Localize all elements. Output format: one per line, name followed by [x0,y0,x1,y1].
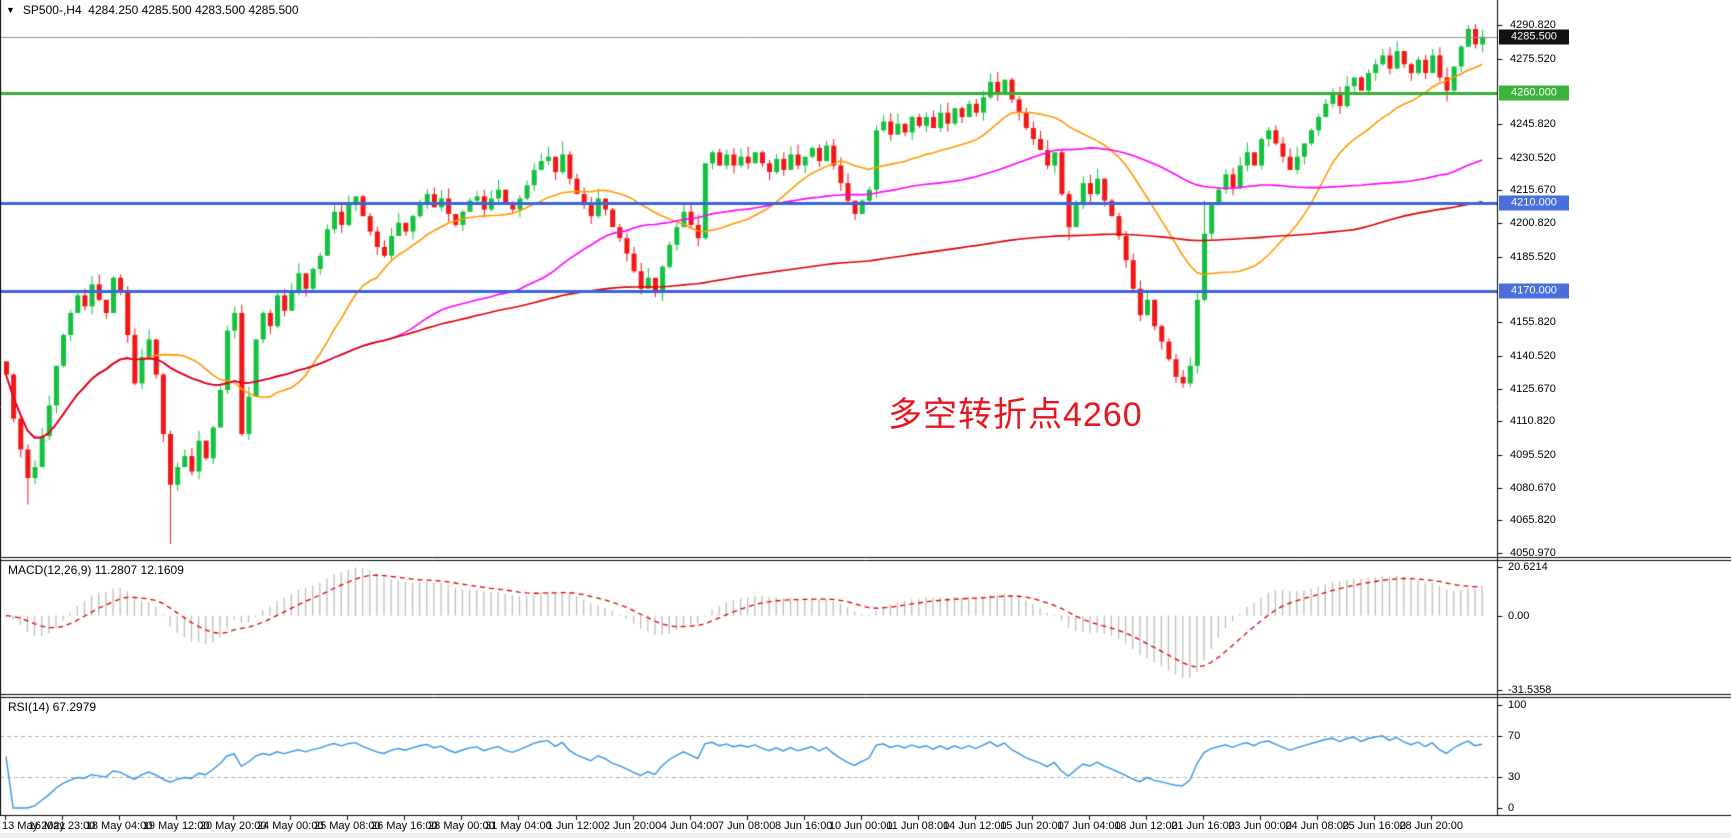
price-axis-tick: 4215.670 [1510,184,1556,197]
date-axis-label: 8 Jun 16:00 [774,820,833,832]
window-bottom-edge [0,833,1731,838]
date-axis-label: 18 May 04:00 [85,820,153,832]
rsi-axis-tick: 30 [1508,771,1521,784]
price-tag: 4285.500 [1499,29,1569,45]
price-axis-tick: 4230.520 [1510,151,1556,164]
symbol-timeframe-label: SP500-,H4 [22,3,82,17]
price-axis-tick: 4185.520 [1510,250,1556,263]
annotation-text[interactable]: 多空转折点4260 [888,396,1143,434]
date-axis-label: 13 May 2021 [2,820,66,832]
rsi-indicator-label: RSI(14) 67.2979 [8,700,97,714]
date-axis-label: 2 Jun 20:00 [603,820,662,832]
date-axis-label: 24 Jun 08:00 [1285,820,1349,832]
price-axis-tick: 4245.820 [1510,118,1556,131]
macd-indicator-label: MACD(12,26,9) 11.2807 12.1609 [8,563,184,577]
rsi-axis-tick: 0 [1508,802,1515,814]
date-axis-label: 14 Jun 12:00 [943,820,1007,832]
date-axis-label: 18 Jun 12:00 [1114,820,1178,832]
ohlc-text: 4284.250 4285.500 4283.500 4285.500 [88,3,299,17]
date-axis-label: 4 Jun 04:00 [660,820,719,832]
price-axis-tick: 4065.820 [1510,514,1556,527]
macd-axis-tick: -31.5358 [1508,684,1552,696]
date-axis-label: 25 May 08:00 [313,820,381,832]
date-axis-label: 10 Jun 00:00 [828,820,893,832]
price-tag: 4260.000 [1499,85,1569,101]
date-axis-label: 19 May 12:00 [142,820,210,832]
price-axis-tick: 4275.520 [1510,52,1556,65]
price-tag: 4210.000 [1499,195,1569,211]
price-axis-tick: 4095.520 [1510,448,1556,461]
date-axis-label: 28 Jun 20:00 [1399,820,1464,832]
price-axis-tick: 4125.670 [1510,382,1556,395]
price-axis-tick: 4290.820 [1510,19,1556,31]
price-tag: 4170.000 [1499,283,1569,299]
rsi-axis-tick: 100 [1508,699,1527,711]
date-axis-label: 15 Jun 20:00 [1000,820,1064,832]
date-axis-label: 11 Jun 08:00 [886,820,950,832]
date-axis-label: 21 Jun 16:00 [1171,820,1235,832]
price-axis-tick: 4155.820 [1510,316,1556,329]
date-axis-label: 28 May 00:00 [428,820,495,832]
macd-axis-tick: 0.00 [1508,609,1530,622]
rsi-axis-tick: 70 [1508,729,1521,742]
date-axis-label: 20 May 20:00 [199,820,267,832]
date-axis-label: 25 Jun 16:00 [1342,820,1406,832]
date-axis-label: 24 May 00:00 [256,820,324,832]
price-axis-tick: 4200.820 [1510,217,1556,230]
date-axis-label: 7 Jun 08:00 [717,820,776,832]
date-axis-label: 23 Jun 00:00 [1228,820,1292,832]
symbol-title: ▼ SP500-,H4 4284.250 4285.500 4283.500 42… [6,3,299,17]
macd-axis-tick: 20.6214 [1508,561,1548,573]
date-axis-label: 17 Jun 04:00 [1057,820,1121,832]
price-axis-tick: 4050.970 [1510,547,1556,559]
date-axis-label: 16 May 23:00 [28,820,96,832]
price-axis-tick: 4080.670 [1510,481,1556,494]
chevron-down-icon[interactable]: ▼ [6,5,15,15]
price-axis-tick: 4140.520 [1510,349,1556,362]
date-axis-label: 26 May 16:00 [371,820,438,832]
price-axis-tick: 4110.820 [1510,415,1556,428]
date-axis-label: 31 May 04:00 [485,820,552,832]
date-axis-label: 1 Jun 12:00 [546,820,605,832]
